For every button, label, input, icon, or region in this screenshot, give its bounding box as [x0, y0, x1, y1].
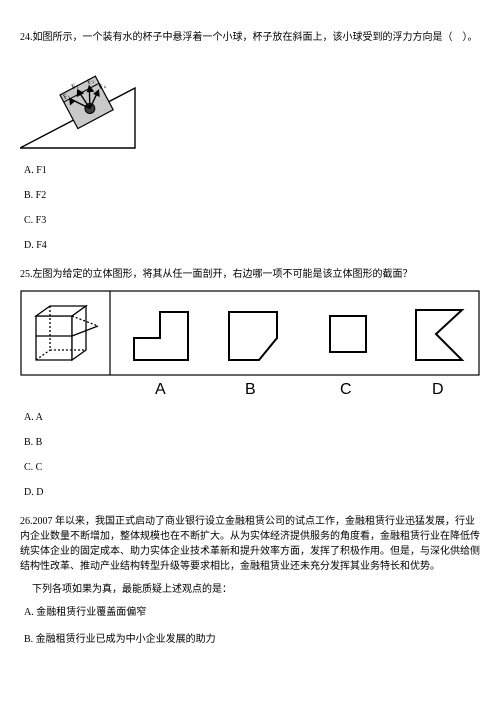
q25-label-d: D [432, 381, 444, 398]
q25-label-a: A [155, 381, 166, 398]
q25-figure: A B C D [20, 290, 480, 400]
q26-body: 2007 年以来，我国正式启动了商业银行设立金融租赁公司的试点工作，金融租赁行业… [20, 516, 480, 572]
q25-number: 25. [20, 269, 33, 280]
q24-option-c[interactable]: C. F3 [20, 213, 480, 228]
q24-option-d[interactable]: D. F4 [20, 238, 480, 253]
q25-label-b: B [245, 381, 256, 398]
q24-option-a[interactable]: A. F1 [20, 163, 480, 178]
q26-text: 26.2007 年以来，我国正式启动了商业银行设立金融租赁公司的试点工作，金融租… [20, 514, 480, 574]
q24-figure: F₁ F₂ F₃ F₄ [20, 53, 480, 153]
q25-options: A. A B. B C. C D. D [20, 410, 480, 500]
q25-text: 25.左图为给定的立体图形，将其从任一面剖开，右边哪一项不可能是该立体图形的截面… [20, 267, 480, 282]
q24-number: 24. [20, 32, 33, 43]
q26-option-b[interactable]: B. 金融租赁行业已成为中小企业发展的助力 [20, 632, 480, 647]
incline-cup-diagram: F₁ F₂ F₃ F₄ [20, 53, 150, 153]
q25-body: 左图为给定的立体图形，将其从任一面剖开，右边哪一项不可能是该立体图形的截面？ [33, 269, 413, 280]
q25-label-c: C [340, 381, 352, 398]
q24-option-b[interactable]: B. F2 [20, 188, 480, 203]
q25-option-d[interactable]: D. D [20, 485, 480, 500]
question-26: 26.2007 年以来，我国正式启动了商业银行设立金融租赁公司的试点工作，金融租… [20, 514, 480, 647]
q24-text: 24.如图所示，一个装有水的杯子中悬浮着一个小球，杯子放在斜面上，该小球受到的浮… [20, 30, 480, 45]
q24-body: 如图所示，一个装有水的杯子中悬浮着一个小球，杯子放在斜面上，该小球受到的浮力方向… [33, 32, 478, 43]
q25-option-a[interactable]: A. A [20, 410, 480, 425]
q25-option-b[interactable]: B. B [20, 435, 480, 450]
q24-options: A. F1 B. F2 C. F3 D. F4 [20, 163, 480, 253]
question-24: 24.如图所示，一个装有水的杯子中悬浮着一个小球，杯子放在斜面上，该小球受到的浮… [20, 30, 480, 253]
question-25: 25.左图为给定的立体图形，将其从任一面剖开，右边哪一项不可能是该立体图形的截面… [20, 267, 480, 500]
solid-sections-diagram: A B C D [20, 290, 480, 400]
q25-option-c[interactable]: C. C [20, 460, 480, 475]
q26-sub: 下列各项如果为真，最能质疑上述观点的是： [20, 582, 480, 597]
q26-option-a[interactable]: A. 金融租赁行业覆盖面偏窄 [20, 605, 480, 620]
q26-number: 26. [20, 516, 33, 527]
